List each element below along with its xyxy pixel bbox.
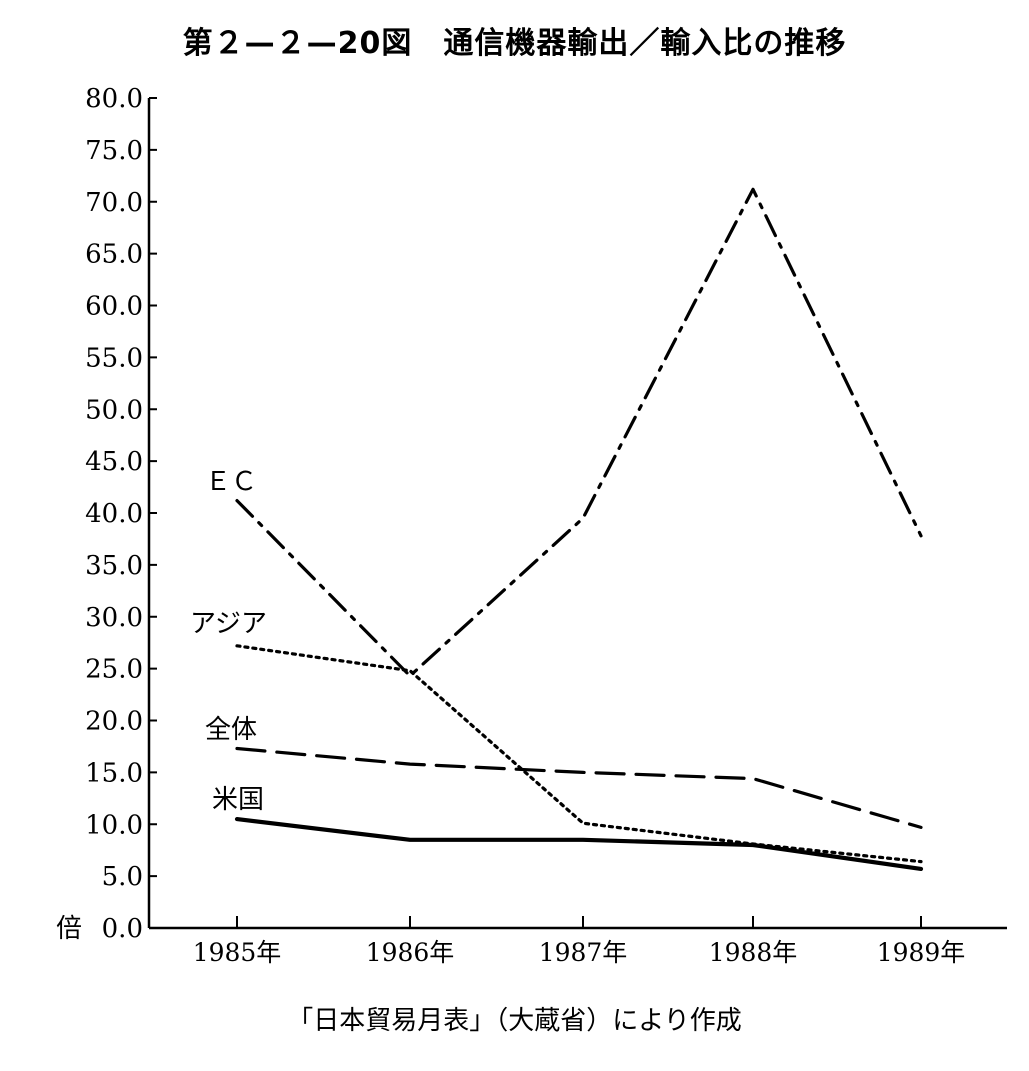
x-tick-label: 1989年 <box>877 938 966 967</box>
y-tick-label: 50.0 <box>85 395 143 425</box>
series-line-2 <box>235 746 923 830</box>
y-tick-label: 75.0 <box>85 136 143 166</box>
y-tick-label: 40.0 <box>85 499 143 529</box>
y-axis-ticks: 0.0 5.0 10.0 15.0 20.0 25.0 30.0 35.0 40.0 45.0 50… <box>56 84 157 944</box>
y-tick-label: 0.0 <box>102 914 143 944</box>
x-axis-ticks: 1985年 1986年 1987年 1988年 1989年 <box>193 916 966 967</box>
series-line-3 <box>234 816 924 872</box>
x-tick-label: 1985年 <box>193 938 282 967</box>
y-tick-label: 15.0 <box>85 758 143 788</box>
y-tick-label: 60.0 <box>85 292 143 322</box>
series-label-3: 米国 <box>212 785 264 815</box>
y-axis-unit-label: 倍 <box>56 914 82 944</box>
series-label-1: アジア <box>190 609 267 639</box>
y-tick-label: 80.0 <box>85 84 143 114</box>
series-label-0: ＥＣ <box>205 467 257 497</box>
series-line-1 <box>235 644 923 864</box>
chart-title: 第２—２—20図 通信機器輸出／輸入比の推移 <box>182 26 847 61</box>
y-tick-label: 70.0 <box>85 188 143 218</box>
x-tick-label: 1988年 <box>709 938 798 967</box>
series-line-0 <box>235 187 923 678</box>
x-tick-label: 1987年 <box>539 938 628 967</box>
y-tick-label: 5.0 <box>102 862 143 892</box>
y-tick-label: 30.0 <box>85 603 143 633</box>
y-tick-label: 45.0 <box>85 447 143 477</box>
x-tick-label: 1986年 <box>366 938 455 967</box>
series-lines <box>234 187 924 872</box>
y-tick-label: 10.0 <box>85 810 143 840</box>
source-note: 「日本貿易月表」（大蔵省）により作成 <box>287 1006 742 1036</box>
y-tick-label: 35.0 <box>85 551 143 581</box>
y-tick-label: 25.0 <box>85 655 143 685</box>
series-label-2: 全体 <box>205 715 257 745</box>
y-tick-label: 65.0 <box>85 240 143 270</box>
axes <box>147 98 1007 930</box>
y-tick-label: 55.0 <box>85 343 143 373</box>
y-tick-label: 20.0 <box>85 707 143 737</box>
